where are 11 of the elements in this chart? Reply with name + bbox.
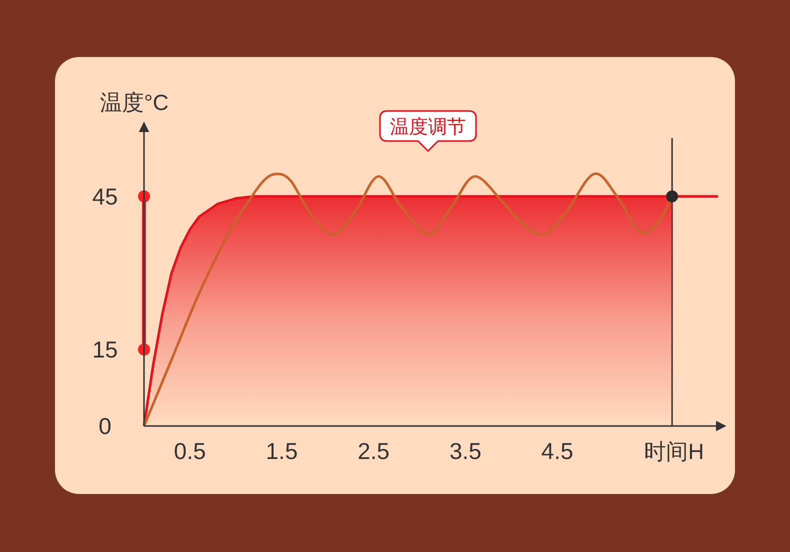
annotation: 温度调节 xyxy=(390,116,466,138)
y-tick-label: 0 xyxy=(98,413,112,439)
x-tick-label: 1.5 xyxy=(266,438,298,464)
x-tick-label: 3.5 xyxy=(449,438,482,464)
x-axis-title: 时间H xyxy=(644,439,704,464)
y-tick-label: 45 xyxy=(92,183,118,210)
x-tick-label: 2.5 xyxy=(358,438,390,464)
x-tick-label: 4.5 xyxy=(541,438,574,464)
x-tick-label: 0.5 xyxy=(174,438,206,464)
y-tick-label: 15 xyxy=(92,336,118,362)
y-axis-title: 温度°C xyxy=(100,90,169,115)
